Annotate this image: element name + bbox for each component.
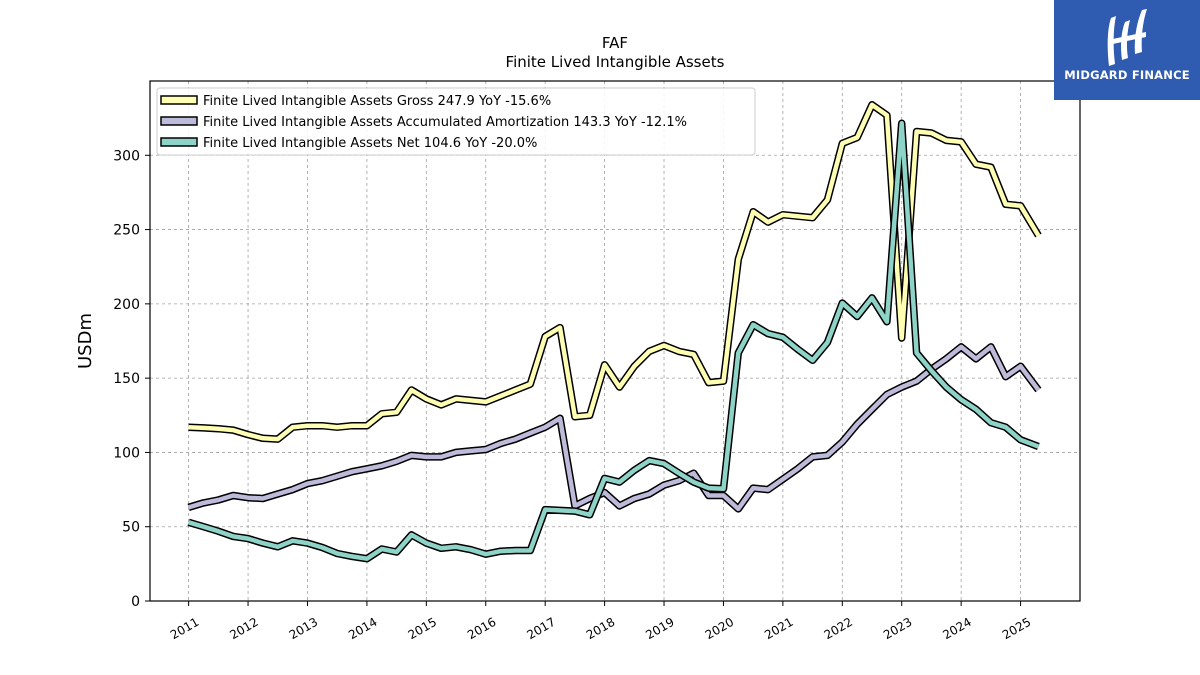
- x-tick-label: 2015: [406, 615, 439, 642]
- x-tick-label: 2011: [168, 615, 201, 642]
- brand-logo: MIDGARD FINANCE: [1054, 0, 1200, 100]
- x-tick-label: 2012: [227, 615, 260, 642]
- x-tick-label: 2021: [762, 615, 795, 642]
- plot-frame: [149, 80, 1081, 602]
- x-tick-label: 2018: [584, 615, 617, 642]
- y-tick-label: 150: [113, 371, 140, 387]
- legend-label-2: Finite Lived Intangible Assets Accumulat…: [203, 115, 687, 130]
- legend-label-1: Finite Lived Intangible Assets Gross 247…: [203, 94, 551, 109]
- y-tick-label: 250: [113, 223, 140, 239]
- y-axis-label: USDm: [75, 313, 96, 369]
- y-tick-label: 0: [131, 594, 140, 610]
- chart-title: FAF: [602, 34, 628, 52]
- x-tick-label: 2013: [287, 615, 320, 642]
- x-tick-label: 2014: [346, 615, 379, 642]
- y-tick-label: 300: [113, 148, 140, 164]
- legend: Finite Lived Intangible Assets Gross 247…: [156, 87, 756, 156]
- series-line-2: [187, 344, 1041, 512]
- y-tick-label: 50: [122, 520, 140, 536]
- x-tick-label: 2017: [524, 615, 557, 642]
- y-tick-label: 200: [113, 297, 140, 313]
- x-tick-label: 2020: [703, 615, 736, 642]
- legend-label-3: Finite Lived Intangible Assets Net 104.6…: [203, 136, 537, 151]
- legend-box: [156, 87, 756, 156]
- series-layer: [187, 101, 1042, 563]
- chart-subtitle: Finite Lived Intangible Assets: [506, 53, 725, 71]
- grid: [150, 81, 1080, 601]
- legend-swatch-3: [160, 137, 198, 147]
- x-tick-label: 2016: [465, 615, 498, 642]
- x-tick-label: 2019: [643, 615, 676, 642]
- legend-swatch-2: [160, 116, 198, 126]
- y-tick-label: 100: [113, 445, 140, 461]
- legend-swatch-1: [160, 95, 198, 105]
- series-line-3: [187, 121, 1040, 561]
- x-tick-label: 2023: [881, 615, 914, 642]
- x-tick-label: 2025: [1000, 615, 1033, 642]
- brand-mark-icon: [1107, 9, 1147, 66]
- brand-name: MIDGARD FINANCE: [1064, 68, 1190, 82]
- x-tick-label: 2024: [940, 615, 973, 642]
- x-tick-label: 2022: [822, 615, 855, 642]
